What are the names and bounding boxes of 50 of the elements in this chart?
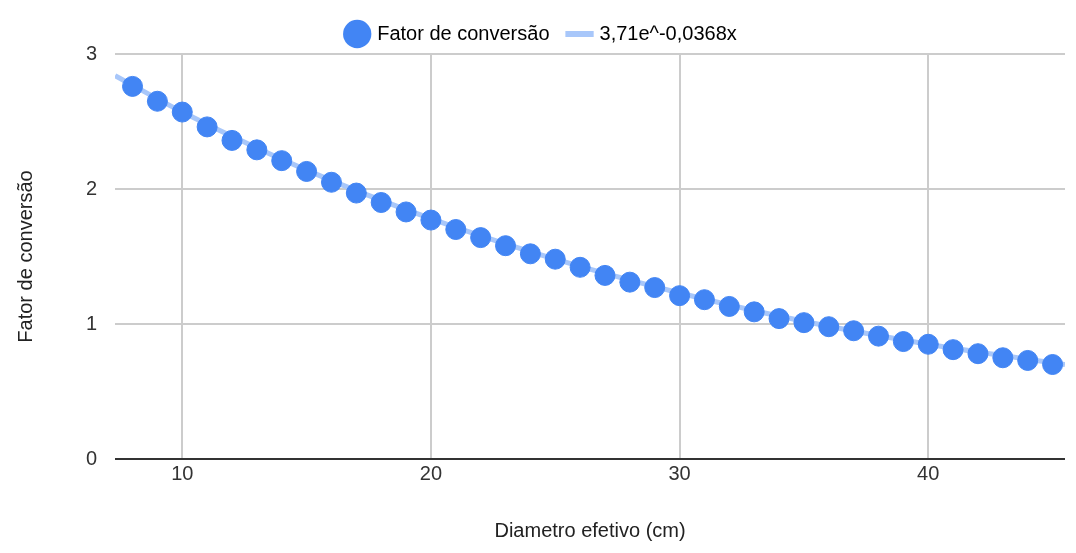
point: [146, 90, 168, 112]
point: [793, 312, 815, 334]
point: [619, 271, 641, 293]
point: [644, 277, 666, 299]
point: [544, 248, 566, 270]
point: [495, 235, 517, 257]
point: [221, 129, 243, 151]
point: [370, 192, 392, 213]
point: [892, 331, 914, 353]
point: [967, 343, 989, 365]
point: [196, 116, 218, 138]
point: [942, 339, 964, 361]
point: [420, 209, 442, 231]
point: [594, 264, 616, 286]
point: [296, 160, 318, 182]
point: [1042, 354, 1064, 375]
point: [246, 139, 268, 161]
point: [992, 347, 1014, 369]
y-tick-label: 1: [86, 311, 98, 334]
point: [843, 320, 865, 342]
point: [768, 308, 790, 330]
point: [445, 219, 467, 240]
point: [868, 325, 890, 347]
x-tick-label: 40: [917, 461, 940, 484]
x-axis-title: Diametro efetivo (cm): [494, 518, 686, 541]
point: [917, 333, 939, 355]
point: [171, 101, 193, 123]
point: [743, 301, 765, 323]
point: [345, 182, 367, 204]
point: [271, 150, 293, 172]
y-tick-label: 0: [86, 446, 98, 469]
point: [818, 316, 840, 338]
point: [395, 201, 417, 223]
point: [669, 285, 691, 307]
legend-label: Fator de conversão: [377, 21, 550, 44]
x-tick-label: 30: [668, 461, 691, 484]
y-tick-label: 3: [86, 41, 98, 64]
point: [569, 256, 591, 278]
point: [693, 289, 715, 311]
point: [1017, 349, 1039, 371]
y-axis-title: Fator de conversão: [13, 170, 36, 343]
legend-label: 3,71e^-0,0368x: [599, 21, 737, 44]
point: [470, 227, 492, 249]
point: [320, 171, 342, 193]
x-tick-label: 20: [419, 461, 443, 484]
point: [122, 75, 144, 97]
point: [718, 295, 740, 317]
x-tick-label: 10: [171, 461, 194, 484]
y-tick-label: 2: [86, 176, 98, 199]
point: [519, 243, 541, 265]
